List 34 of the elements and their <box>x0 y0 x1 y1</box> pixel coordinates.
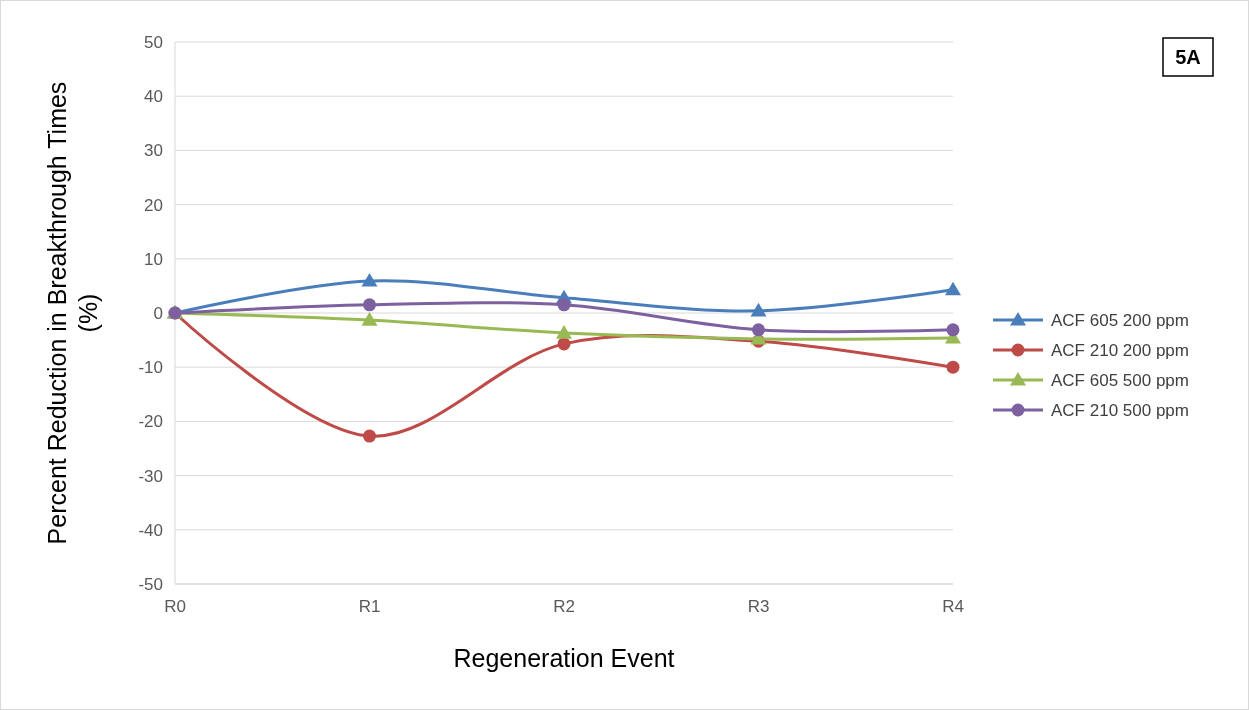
legend-label: ACF 605 200 ppm <box>1051 310 1189 330</box>
point <box>946 360 960 374</box>
x-tick-label: R4 <box>942 597 964 616</box>
text: 5A <box>1175 46 1201 68</box>
point <box>945 281 961 296</box>
y-tick-label: 0 <box>153 303 163 323</box>
y-tick-label: -40 <box>138 520 163 540</box>
y-tick-label: 50 <box>144 32 163 52</box>
x-tick-label: R0 <box>164 597 186 616</box>
point <box>363 298 376 312</box>
y-tick-label: -20 <box>138 412 163 432</box>
y-tick-label: -50 <box>138 574 163 594</box>
point <box>361 273 378 287</box>
legend-label: ACF 605 500 ppm <box>1051 370 1189 390</box>
legend-label: ACF 210 200 ppm <box>1051 340 1189 360</box>
point <box>750 302 767 317</box>
x-tick-label: R2 <box>553 597 575 616</box>
x-axis-title: Regeneration Event <box>453 644 675 672</box>
legend-label: ACF 210 500 ppm <box>1051 400 1189 420</box>
point <box>363 429 376 443</box>
x-tick-label: R1 <box>358 597 381 616</box>
y-tick-label: 20 <box>144 195 163 215</box>
point <box>556 325 572 339</box>
x-tick-label: R3 <box>747 597 770 616</box>
point <box>752 323 765 337</box>
point <box>946 323 960 337</box>
point <box>557 298 571 312</box>
y-tick-label: 30 <box>144 141 163 161</box>
y-tick-label: -30 <box>138 466 163 486</box>
y-axis-title: Percent Reduction in Breakthrough Times (%) <box>42 81 102 545</box>
y-tick-label: 40 <box>144 87 163 107</box>
point <box>361 312 378 326</box>
y-tick-label: 10 <box>144 249 163 269</box>
y-tick-label: -10 <box>138 358 163 378</box>
